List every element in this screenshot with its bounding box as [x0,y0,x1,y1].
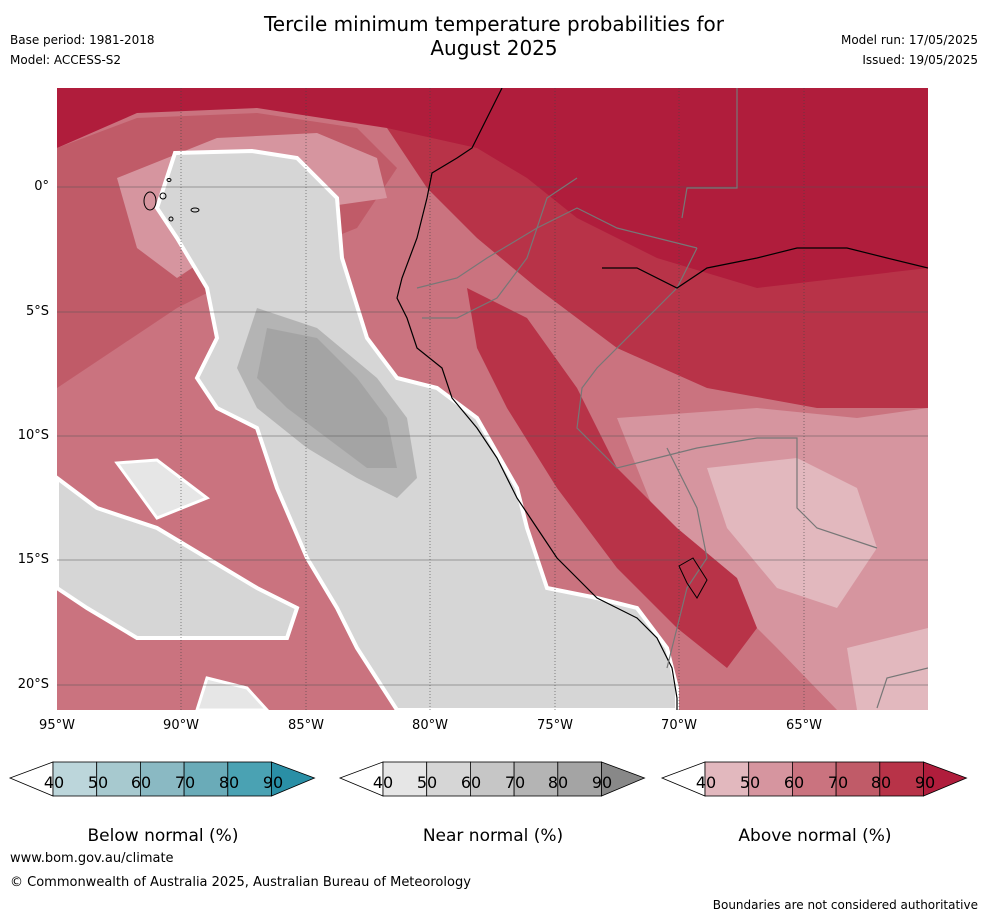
colorbar-below-segment-2 [96,761,141,797]
lon-tick-65w: 65°W [786,718,822,733]
lat-tick-5s: 5°S [25,304,49,319]
region-above-40-east [707,458,877,608]
colorbar-above-segment-3 [792,761,837,797]
cb2-tick-40: 40 [695,773,717,792]
colorbar-below-segment-1 [52,761,98,797]
probability-map [57,88,928,710]
colorbar-label-near: Near normal (%) [422,826,564,846]
coastline [396,88,678,710]
region-above-40-southeast [847,628,928,710]
colorbar-near-high-extension [601,761,646,797]
cb0-tick-80: 80 [218,773,240,792]
region-near-normal-south [195,676,270,710]
cb2-tick-90: 90 [914,773,936,792]
colorbar-near-segment-2 [426,761,471,797]
cb1-tick-50: 50 [416,773,438,792]
colorbar-below-segment-5 [227,761,272,797]
region-near-80 [257,328,397,468]
lat-tick-15s: 15°S [17,552,49,567]
colorbar-above-high-extension [923,761,968,797]
galapagos-islands [143,178,200,222]
country-borders [416,88,928,709]
amazon-river [602,247,928,289]
lon-tick-85w: 85°W [288,718,324,733]
latitude-gridlines [57,186,928,686]
colorbars [8,761,968,797]
cb0-tick-70: 70 [174,773,196,792]
lat-tick-10s: 10°S [17,428,49,443]
cb2-tick-80: 80 [870,773,892,792]
cb1-tick-40: 40 [372,773,394,792]
cb0-tick-50: 50 [87,773,109,792]
cb2-tick-70: 70 [827,773,849,792]
colorbar-near-segment-5 [557,761,602,797]
colorbar-near-segment-1 [382,761,428,797]
footer-url: www.bom.gov.au/climate [10,851,174,866]
colorbar-near-normal [338,761,646,797]
colorbar-below-segment-4 [183,761,229,797]
base-period: Base period: 1981-2018 [10,33,155,47]
colorbar-below-high-extension [271,761,316,797]
colorbar-above-segment-2 [748,761,793,797]
lake-titicaca [678,557,708,599]
lat-tick-20s: 20°S [17,677,49,692]
cb1-tick-90: 90 [591,773,613,792]
colorbar-label-above: Above normal (%) [738,826,892,846]
footer-disclaimer: Boundaries are not considered authoritat… [712,898,978,912]
cb1-tick-70: 70 [504,773,526,792]
region-above-90-north [57,88,928,298]
colorbar-below-segment-3 [139,761,185,797]
lon-tick-80w: 80°W [412,718,448,733]
colorbar-label-below: Below normal (%) [87,826,239,846]
cb0-tick-60: 60 [130,773,152,792]
cb1-tick-80: 80 [547,773,569,792]
lon-tick-70w: 70°W [661,718,697,733]
lat-tick-0: 0° [34,179,49,194]
meta-right: Model run: 17/05/2025 Issued: 19/05/2025 [841,30,978,70]
cb1-tick-60: 60 [460,773,482,792]
region-above-80 [387,128,928,408]
title-line-2: August 2025 [430,36,558,60]
footer-copyright: © Commonwealth of Australia 2025, Austra… [10,875,471,890]
region-near-normal-southwest [57,475,300,640]
page-title: Tercile minimum temperature probabilitie… [0,12,988,60]
cb0-tick-90: 90 [262,773,284,792]
colorbar-above-normal [660,761,968,797]
cb0-tick-40: 40 [43,773,65,792]
lon-tick-75w: 75°W [537,718,573,733]
lon-tick-95w: 95°W [39,718,75,733]
cb2-tick-50: 50 [739,773,761,792]
cb2-tick-60: 60 [783,773,805,792]
colorbar-below-normal [8,761,316,797]
meta-left: Base period: 1981-2018 Model: ACCESS-S2 [10,30,155,70]
colorbar-above-segment-1 [704,761,750,797]
colorbar-near-segment-3 [469,761,515,797]
issued-date: Issued: 19/05/2025 [862,53,978,67]
region-above-80-coast [467,288,757,668]
title-line-1: Tercile minimum temperature probabilitie… [263,12,725,36]
model-run: Model run: 17/05/2025 [840,33,978,47]
model-name: Model: ACCESS-S2 [10,53,122,67]
region-near-normal-patch [114,458,211,520]
lon-tick-90w: 90°W [163,718,199,733]
